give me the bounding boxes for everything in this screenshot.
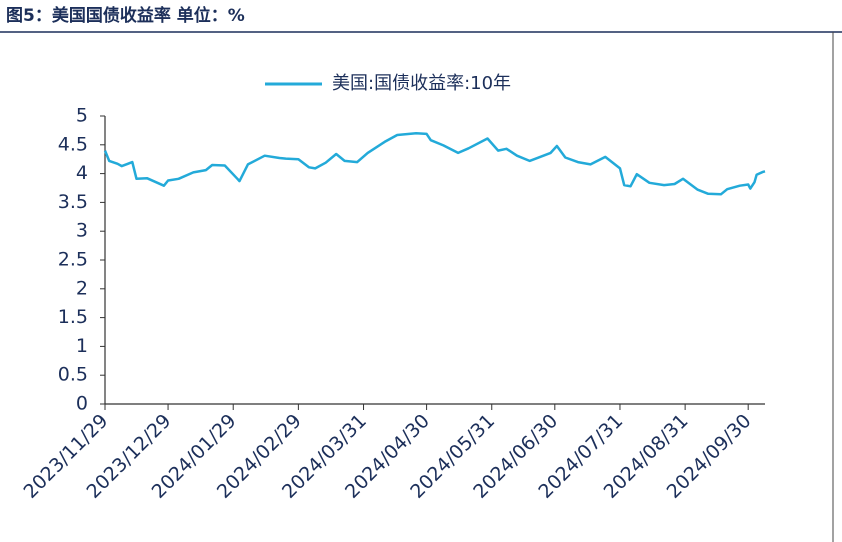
y-tick-label: 0 [76, 393, 88, 415]
series-line [103, 132, 766, 196]
y-tick-label: 1 [76, 335, 88, 357]
y-tick-label: 4.5 [58, 133, 88, 155]
y-tick-label: 2 [76, 277, 88, 299]
legend-label: 美国:国债收益率:10年 [332, 73, 511, 94]
y-tick-label: 3.5 [58, 191, 88, 213]
y-tick-label: 0.5 [58, 364, 88, 386]
y-tick-label: 3 [76, 220, 88, 242]
y-tick-label: 1.5 [58, 306, 88, 328]
y-tick-label: 4 [76, 162, 88, 184]
chart-title: 图5：美国国债收益率 单位：% [6, 5, 245, 26]
y-tick-label: 5 [76, 105, 88, 127]
y-tick-label: 2.5 [58, 249, 88, 271]
